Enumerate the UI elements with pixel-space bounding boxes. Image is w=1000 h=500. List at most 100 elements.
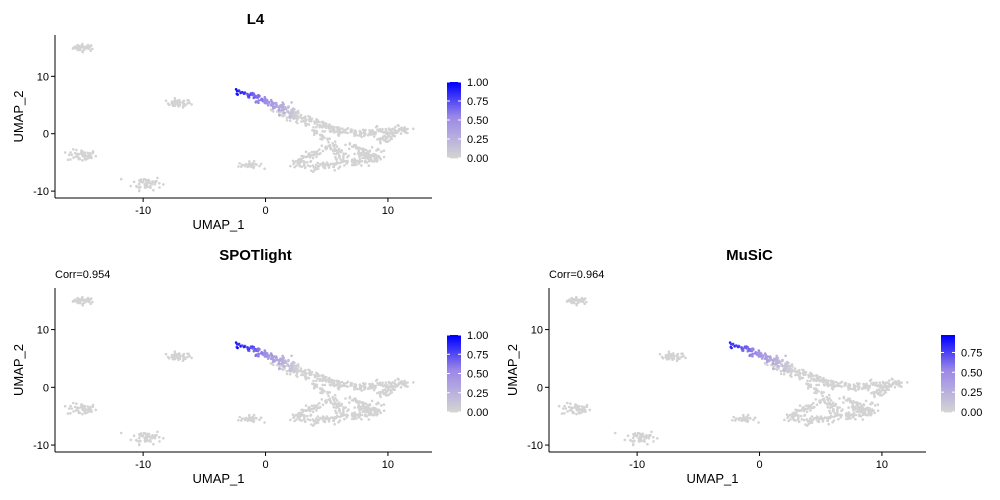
data-point	[333, 125, 336, 129]
data-point	[304, 371, 308, 375]
data-point	[285, 116, 289, 119]
data-point	[148, 182, 152, 185]
data-point	[254, 354, 257, 358]
data-point	[86, 43, 90, 47]
data-point	[568, 300, 571, 303]
colorbar-segment	[447, 352, 461, 355]
data-point	[151, 435, 155, 438]
data-point	[364, 156, 368, 160]
data-point	[74, 155, 78, 158]
data-point	[772, 364, 776, 368]
colorbar-segment	[447, 102, 461, 106]
data-point	[299, 369, 302, 373]
data-point	[338, 165, 342, 168]
data-point	[238, 162, 241, 165]
data-point	[186, 355, 189, 359]
colorbar-segment	[447, 392, 461, 396]
data-point	[580, 296, 584, 300]
data-point	[798, 404, 802, 407]
data-point	[308, 165, 312, 168]
data-point	[325, 415, 329, 418]
data-point	[280, 367, 283, 371]
colorbar-segment	[447, 116, 461, 119]
colorbar-segment	[447, 129, 461, 132]
data-point	[331, 162, 335, 166]
data-point	[75, 148, 78, 152]
panel-title: L4	[247, 11, 265, 28]
colorbar-segment	[447, 114, 461, 117]
data-point	[664, 355, 667, 359]
colorbar-segment	[941, 381, 955, 384]
colorbar-segment	[447, 336, 461, 340]
data-point	[798, 409, 801, 412]
data-point	[631, 440, 634, 443]
data-point	[361, 150, 365, 154]
data-point	[70, 153, 74, 157]
data-point	[360, 389, 364, 392]
data-point	[304, 150, 308, 154]
data-point	[314, 163, 318, 167]
data-point	[304, 375, 307, 379]
data-point	[820, 390, 823, 394]
data-point	[868, 411, 871, 414]
data-point	[332, 405, 336, 409]
data-point	[272, 110, 275, 113]
data-point	[323, 130, 327, 133]
data-point	[260, 351, 264, 355]
data-point	[304, 155, 307, 159]
data-point	[852, 409, 855, 412]
data-point	[647, 436, 651, 440]
data-point	[304, 166, 307, 169]
data-point	[870, 412, 873, 416]
data-point	[335, 399, 339, 402]
data-point	[316, 377, 319, 381]
data-point	[364, 402, 368, 406]
data-point	[875, 388, 879, 392]
data-point	[814, 391, 817, 394]
data-point	[321, 149, 325, 153]
data-point	[312, 133, 316, 136]
data-point	[766, 363, 769, 367]
data-point	[326, 390, 329, 394]
data-point	[312, 129, 316, 132]
point-layer	[557, 295, 909, 447]
colorbar-segment	[447, 350, 461, 353]
data-point	[814, 398, 818, 401]
data-point	[650, 430, 653, 434]
colorbar-legend: 0.00 0.25 0.50 0.75 1.00	[447, 77, 488, 165]
data-point	[333, 128, 336, 131]
data-point	[366, 150, 370, 154]
data-point	[842, 396, 846, 400]
data-point	[299, 113, 303, 117]
data-point	[297, 413, 300, 416]
data-point	[812, 401, 815, 405]
colorbar-segment	[447, 144, 461, 147]
colorbar-segment	[941, 398, 955, 401]
data-point	[789, 418, 792, 421]
data-point	[364, 159, 367, 162]
data-point	[246, 347, 250, 351]
data-point	[882, 385, 886, 389]
data-point	[356, 134, 359, 137]
data-point	[269, 361, 273, 365]
data-point	[258, 418, 261, 422]
data-point	[257, 354, 260, 357]
data-point	[324, 375, 328, 379]
colorbar-segment	[447, 93, 461, 96]
data-point	[292, 162, 295, 166]
colorbar-segment	[447, 377, 461, 380]
data-point	[354, 399, 358, 402]
data-point	[348, 147, 351, 151]
data-point	[364, 132, 367, 135]
data-point	[374, 131, 378, 134]
data-point	[345, 413, 349, 417]
x-tick-label: -10	[135, 205, 151, 217]
colorbar-segment	[447, 108, 461, 111]
data-point	[835, 413, 839, 416]
data-point	[313, 407, 316, 410]
data-point	[387, 127, 391, 130]
data-point	[325, 417, 329, 421]
data-point	[88, 298, 92, 302]
data-point	[293, 419, 296, 423]
colorbar-segment	[447, 335, 461, 338]
